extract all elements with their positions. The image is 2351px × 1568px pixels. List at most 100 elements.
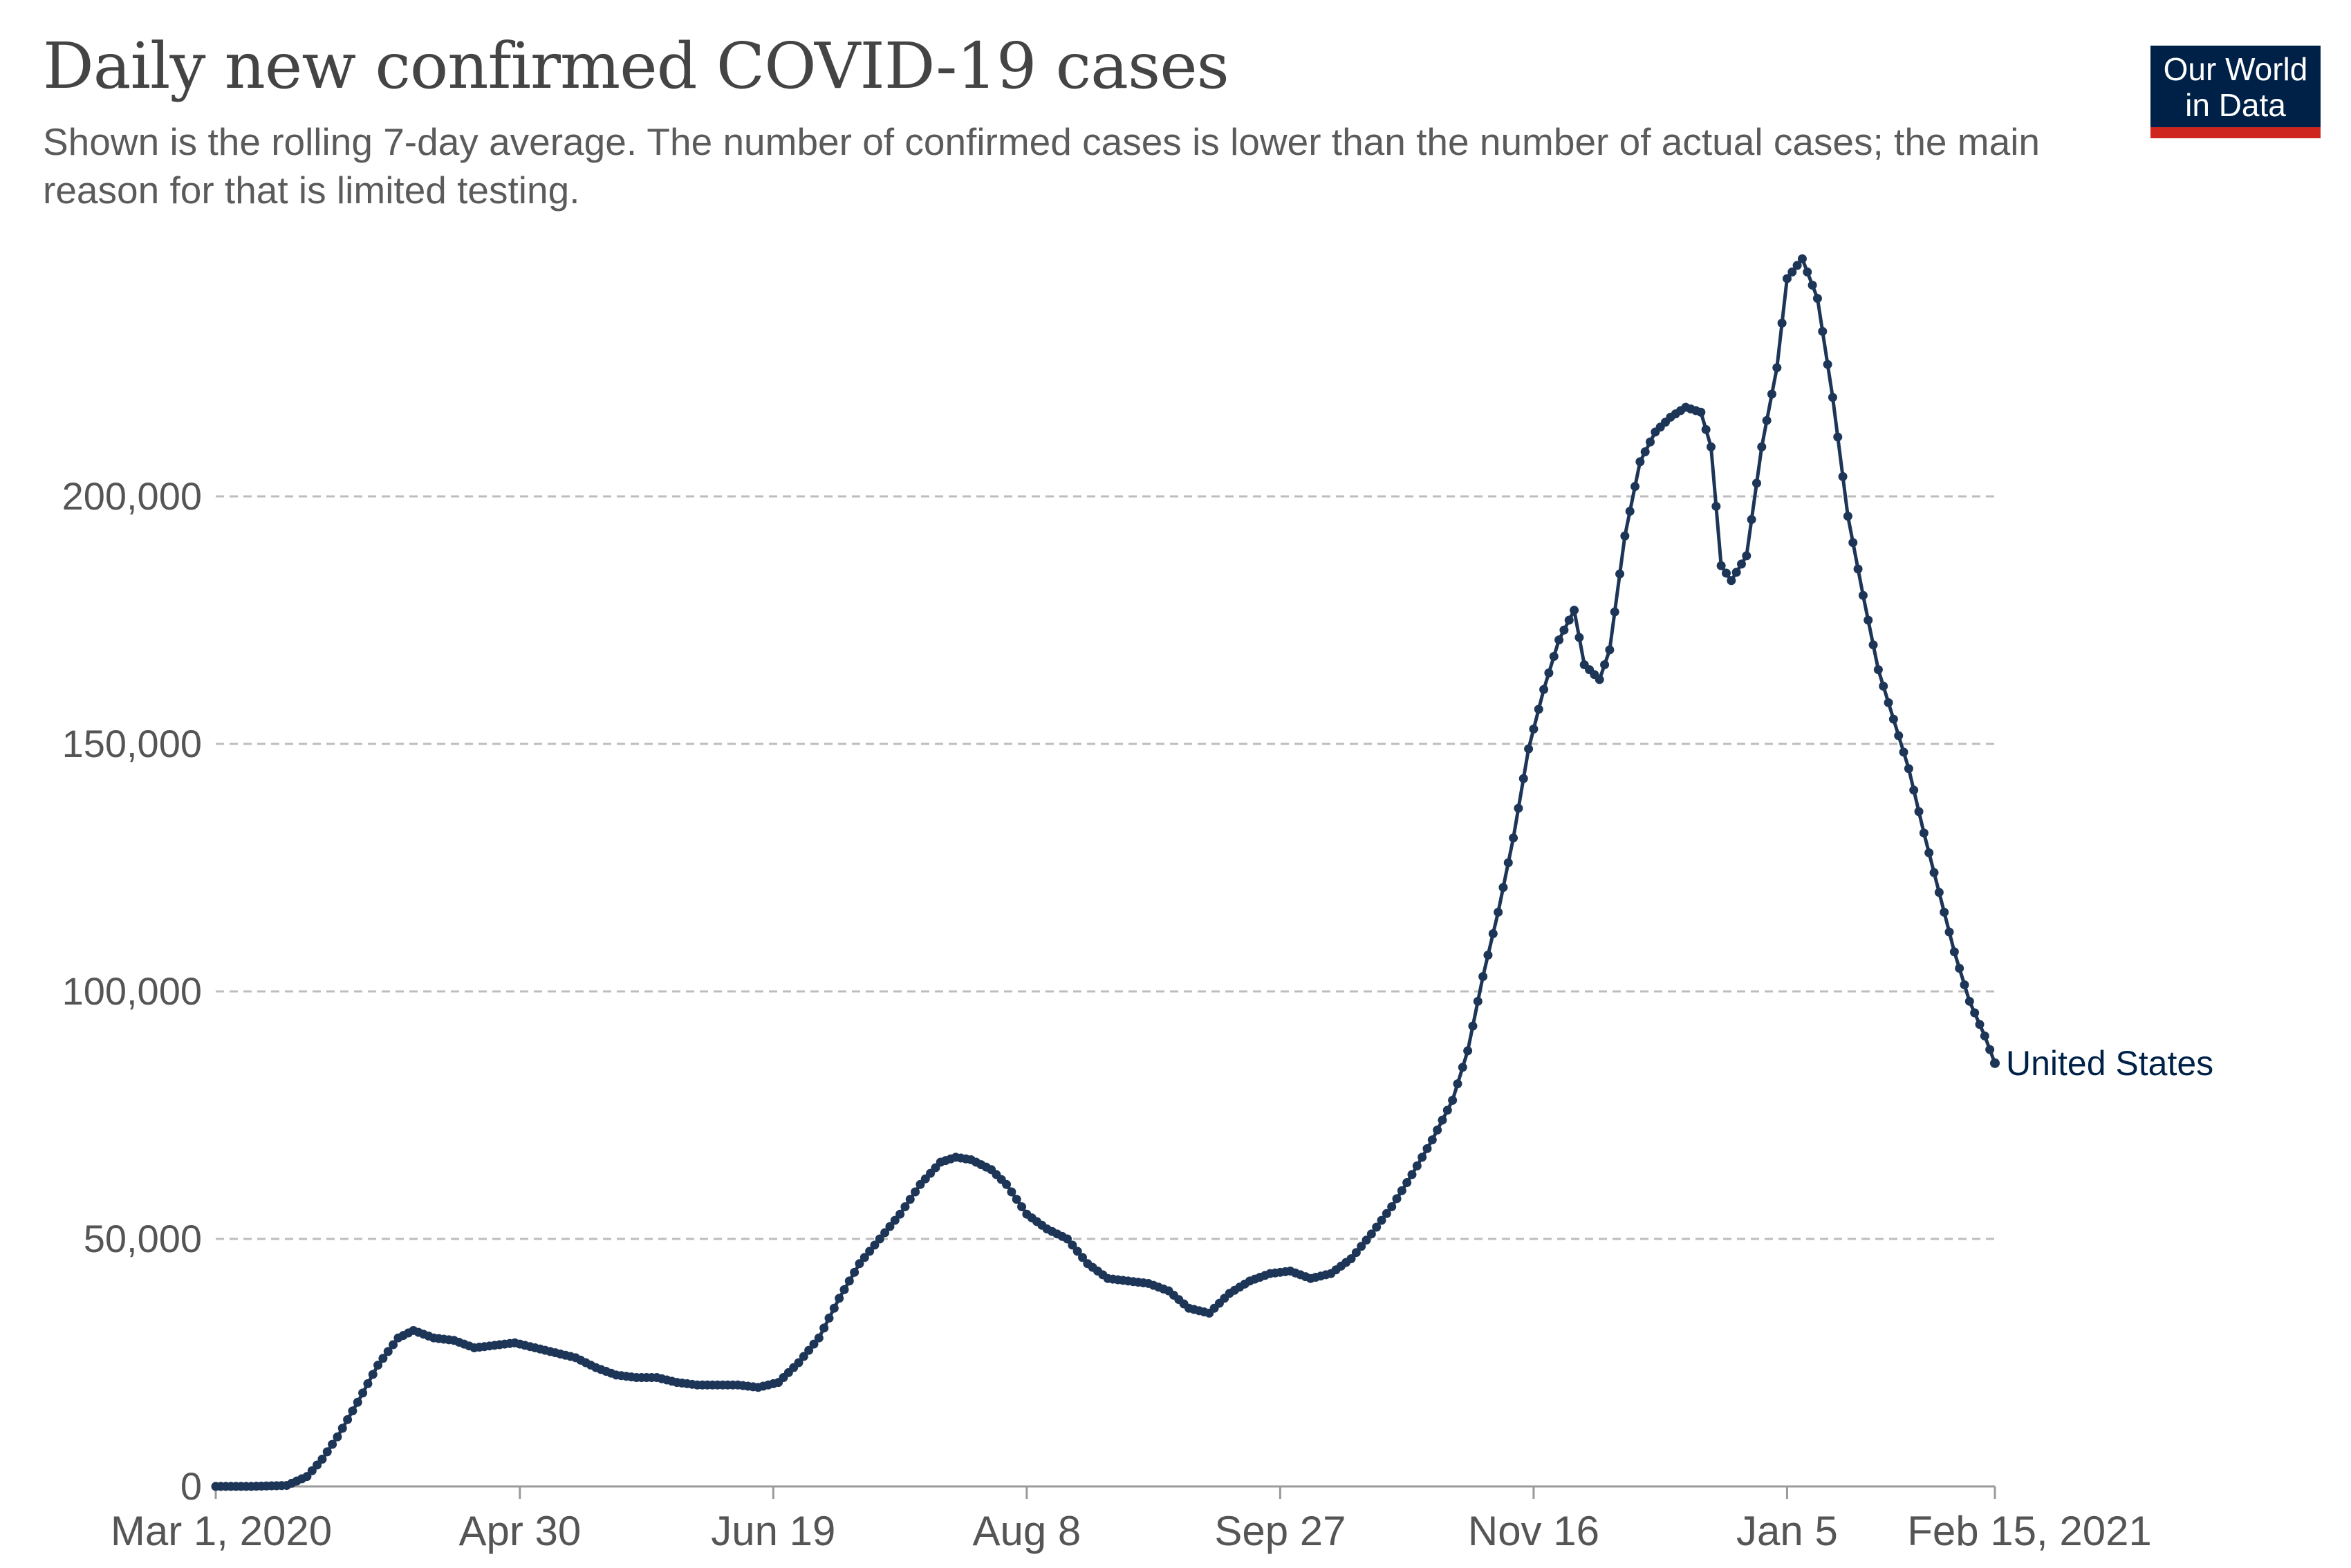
data-point [1919, 828, 1929, 838]
x-tick-label: Aug 8 [972, 1508, 1081, 1554]
data-point [333, 1432, 342, 1441]
series-markers [211, 254, 2000, 1491]
data-point [824, 1314, 834, 1323]
data-point [870, 1240, 880, 1250]
data-point [1909, 785, 1919, 795]
data-point [1843, 512, 1852, 521]
data-point [1559, 625, 1569, 635]
data-point [389, 1340, 398, 1350]
data-point [1453, 1079, 1462, 1089]
data-point [337, 1424, 347, 1433]
data-point [1904, 764, 1913, 774]
data-point [1068, 1240, 1077, 1250]
data-point [1357, 1242, 1366, 1251]
data-point [1868, 640, 1878, 650]
y-tick-label: 100,000 [62, 969, 202, 1013]
data-point [1615, 569, 1625, 579]
data-point [1888, 714, 1898, 724]
data-point [1534, 704, 1543, 714]
data-point [859, 1253, 869, 1262]
data-point [844, 1276, 854, 1286]
data-point [1955, 964, 1964, 973]
data-point [1853, 564, 1863, 574]
data-point [1498, 883, 1508, 893]
data-point [1463, 1046, 1473, 1056]
data-point [1438, 1115, 1447, 1125]
data-point [368, 1370, 378, 1379]
data-point [1747, 514, 1756, 524]
data-point [1362, 1235, 1371, 1245]
y-axis-ticks: 0 50,000 100,000 150,000 200,000 [62, 474, 202, 1508]
owid-logo[interactable]: Our World in Data [2150, 46, 2321, 138]
x-tick-label: Jan 5 [1736, 1508, 1838, 1554]
data-point [1392, 1194, 1402, 1204]
data-point [1518, 774, 1528, 783]
data-point [1620, 531, 1630, 541]
data-point [880, 1228, 890, 1238]
data-point [1792, 261, 1802, 270]
data-point [1427, 1135, 1437, 1145]
data-point [363, 1379, 373, 1388]
data-point [1529, 725, 1539, 734]
data-point [1757, 442, 1767, 451]
data-point [1970, 1008, 1980, 1018]
data-point [1549, 652, 1559, 662]
data-point [1934, 888, 1944, 897]
data-point [911, 1187, 920, 1197]
data-point [1346, 1254, 1356, 1264]
data-point [900, 1202, 910, 1211]
series-label[interactable]: United States [2006, 1044, 2213, 1083]
data-point [1823, 360, 1832, 369]
y-tick-label: 50,000 [84, 1217, 202, 1260]
data-point [1929, 868, 1939, 877]
data-point [1787, 267, 1797, 277]
data-point [1635, 457, 1645, 467]
data-point [1595, 675, 1604, 684]
data-point [322, 1447, 332, 1457]
data-point [1509, 833, 1518, 843]
x-tick-label: Apr 30 [458, 1508, 581, 1554]
x-tick-label: Jun 19 [711, 1508, 835, 1554]
data-point [1554, 635, 1564, 645]
data-point [1803, 267, 1812, 277]
data-point [1742, 551, 1751, 561]
data-point [819, 1323, 829, 1333]
data-point [1382, 1208, 1391, 1218]
data-point [1630, 482, 1640, 492]
data-point [1610, 607, 1619, 617]
data-point [1828, 393, 1837, 402]
data-point [809, 1339, 819, 1349]
data-point [1980, 1031, 1989, 1040]
data-point [1007, 1187, 1016, 1197]
x-tick-label: Nov 16 [1468, 1508, 1599, 1554]
data-point [1063, 1234, 1072, 1244]
data-point [839, 1285, 849, 1294]
data-point [1418, 1152, 1427, 1162]
data-point [1706, 442, 1716, 451]
data-point [348, 1406, 357, 1416]
data-point [1696, 407, 1706, 417]
data-point [1990, 1058, 2000, 1068]
data-point [1812, 294, 1822, 304]
data-point [1483, 950, 1493, 960]
data-point [895, 1209, 905, 1219]
data-point [850, 1267, 859, 1277]
data-point [1387, 1202, 1397, 1211]
x-tick-label: Feb 15, 2021 [1907, 1508, 2152, 1554]
data-point [358, 1388, 368, 1398]
data-point [1448, 1096, 1458, 1105]
data-point [1564, 615, 1574, 625]
x-tick-label: Sep 27 [1214, 1508, 1346, 1554]
data-point [1736, 559, 1746, 569]
data-point [875, 1234, 884, 1244]
data-point [1858, 590, 1868, 600]
series-line-0 [214, 256, 1997, 1488]
data-point [1944, 927, 1954, 937]
data-point [1721, 568, 1731, 578]
data-point [1894, 731, 1904, 740]
data-point [373, 1361, 383, 1370]
data-point [1731, 568, 1741, 577]
data-point [1640, 447, 1650, 457]
data-point [378, 1354, 388, 1363]
